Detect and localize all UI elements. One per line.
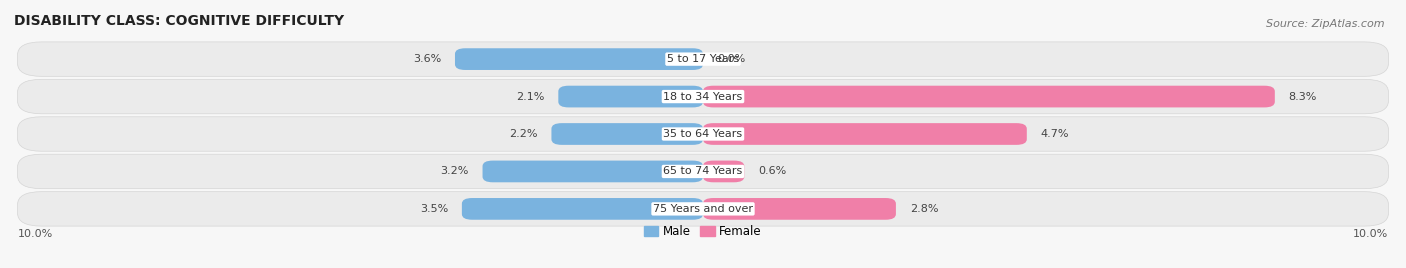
Text: 3.2%: 3.2% <box>440 166 468 176</box>
FancyBboxPatch shape <box>456 48 703 70</box>
Text: 4.7%: 4.7% <box>1040 129 1069 139</box>
Legend: Male, Female: Male, Female <box>644 225 762 238</box>
Text: 8.3%: 8.3% <box>1289 92 1317 102</box>
Text: 0.0%: 0.0% <box>717 54 745 64</box>
Text: 18 to 34 Years: 18 to 34 Years <box>664 92 742 102</box>
FancyBboxPatch shape <box>482 161 703 182</box>
FancyBboxPatch shape <box>17 154 1389 189</box>
Text: 3.5%: 3.5% <box>420 204 449 214</box>
Text: 5 to 17 Years: 5 to 17 Years <box>666 54 740 64</box>
Text: 35 to 64 Years: 35 to 64 Years <box>664 129 742 139</box>
Text: Source: ZipAtlas.com: Source: ZipAtlas.com <box>1267 19 1385 29</box>
FancyBboxPatch shape <box>703 198 896 220</box>
Text: 75 Years and over: 75 Years and over <box>652 204 754 214</box>
FancyBboxPatch shape <box>703 161 744 182</box>
Text: DISABILITY CLASS: COGNITIVE DIFFICULTY: DISABILITY CLASS: COGNITIVE DIFFICULTY <box>14 14 344 28</box>
Text: 65 to 74 Years: 65 to 74 Years <box>664 166 742 176</box>
FancyBboxPatch shape <box>703 86 1275 107</box>
Text: 3.6%: 3.6% <box>413 54 441 64</box>
Text: 2.1%: 2.1% <box>516 92 544 102</box>
FancyBboxPatch shape <box>17 42 1389 76</box>
FancyBboxPatch shape <box>551 123 703 145</box>
Text: 10.0%: 10.0% <box>1353 229 1389 239</box>
FancyBboxPatch shape <box>17 117 1389 151</box>
FancyBboxPatch shape <box>461 198 703 220</box>
Text: 2.8%: 2.8% <box>910 204 938 214</box>
FancyBboxPatch shape <box>17 192 1389 226</box>
Text: 10.0%: 10.0% <box>17 229 53 239</box>
Text: 2.2%: 2.2% <box>509 129 537 139</box>
FancyBboxPatch shape <box>703 123 1026 145</box>
Text: 0.6%: 0.6% <box>758 166 786 176</box>
FancyBboxPatch shape <box>558 86 703 107</box>
FancyBboxPatch shape <box>17 79 1389 114</box>
